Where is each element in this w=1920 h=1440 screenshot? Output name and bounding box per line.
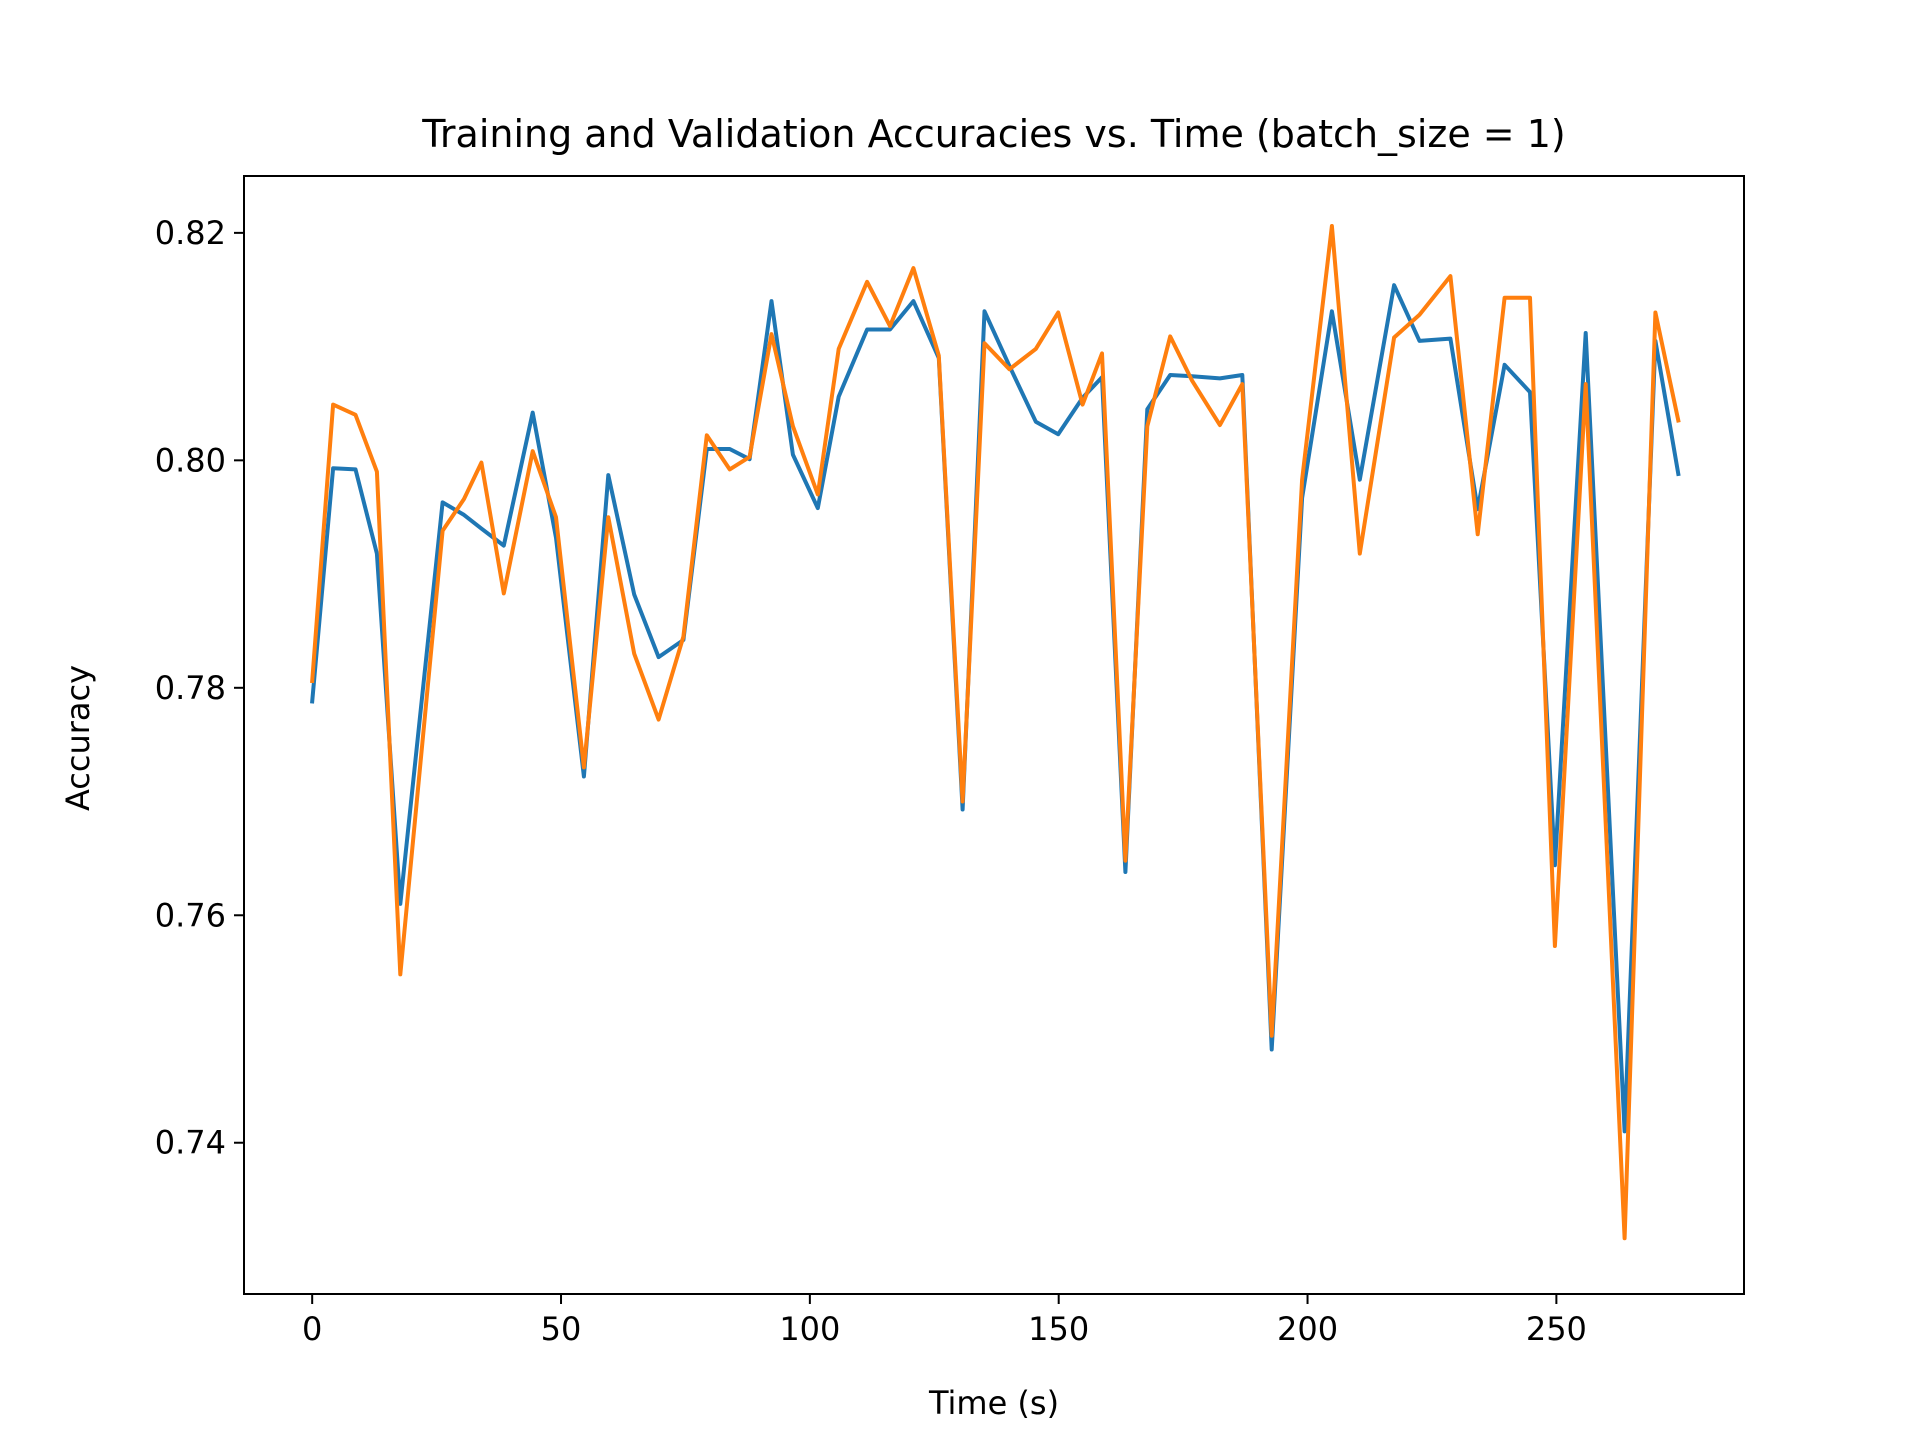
y-tick-label: 0.78 — [155, 669, 226, 707]
y-axis-label: Accuracy — [59, 665, 97, 811]
y-tick-label: 0.80 — [155, 441, 226, 479]
y-tick-label: 0.82 — [155, 214, 226, 252]
y-tick-label: 0.74 — [155, 1124, 226, 1162]
series-layer — [310, 224, 1681, 1241]
x-axis-label: Time (s) — [928, 1384, 1059, 1422]
x-tick-label: 50 — [541, 1310, 582, 1348]
x-tick-label: 250 — [1526, 1310, 1587, 1348]
y-axis-ticks: 0.74 0.76 0.78 0.80 0.82 — [155, 214, 244, 1162]
y-tick-label: 0.76 — [155, 896, 226, 934]
x-tick-label: 150 — [1028, 1310, 1089, 1348]
series-line-2 — [310, 224, 1681, 1241]
x-tick-label: 100 — [779, 1310, 840, 1348]
series-line-1 — [310, 283, 1681, 1134]
plot-area-frame — [243, 175, 1745, 1295]
chart-title: Training and Validation Accuracies vs. T… — [421, 112, 1565, 156]
x-axis-ticks: 0 50 100 150 200 250 — [302, 1294, 1587, 1348]
x-tick-label: 200 — [1277, 1310, 1338, 1348]
x-tick-label: 0 — [302, 1310, 322, 1348]
